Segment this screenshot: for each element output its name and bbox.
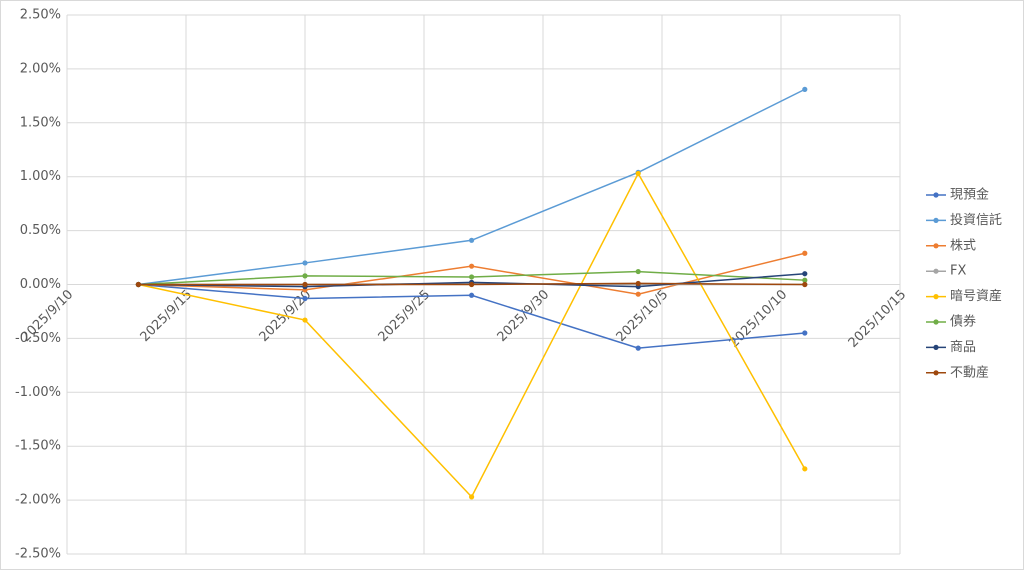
point	[802, 277, 808, 283]
point	[635, 291, 641, 297]
y-tick-label: 1.50%	[20, 115, 61, 130]
y-tick-label: -1.50%	[15, 439, 61, 454]
point	[302, 260, 308, 266]
point	[302, 317, 308, 323]
point	[802, 271, 808, 277]
y-tick-label: -2.50%	[15, 547, 61, 562]
y-tick-label: -1.00%	[15, 385, 61, 400]
point	[302, 295, 308, 302]
legend-label: 商品	[950, 340, 976, 355]
legend-label: 現預金	[950, 187, 989, 203]
point	[135, 281, 141, 288]
legend-label: 不動産	[950, 364, 989, 380]
point	[802, 250, 808, 256]
point	[469, 292, 475, 298]
point	[469, 281, 475, 288]
legend-marker	[933, 294, 939, 300]
legend-marker	[933, 268, 939, 274]
y-tick-label: 2.00%	[20, 61, 61, 76]
point	[635, 268, 641, 275]
y-tick-label: 1.00%	[20, 169, 61, 184]
y-tick-label: 0.00%	[20, 277, 61, 292]
y-tick-label: 0.50%	[20, 223, 61, 238]
point	[302, 273, 308, 279]
point	[635, 280, 641, 287]
point	[302, 281, 308, 288]
point	[635, 170, 641, 177]
point	[635, 345, 641, 351]
point	[802, 330, 808, 336]
legend-label: 株式	[950, 238, 976, 253]
point	[802, 281, 808, 288]
point	[802, 86, 808, 92]
legend-label: FX	[950, 264, 966, 279]
legend-label: 投資信託	[950, 212, 1002, 228]
point	[802, 466, 808, 472]
legend-marker	[933, 370, 939, 376]
y-tick-label: -2.00%	[15, 493, 61, 508]
point	[469, 237, 475, 243]
legend-marker	[933, 319, 939, 325]
legend-marker	[933, 217, 939, 223]
point	[469, 263, 475, 269]
point	[469, 494, 475, 500]
legend-label: 債券	[950, 314, 976, 330]
legend-marker	[933, 192, 939, 198]
point	[469, 274, 475, 280]
y-tick-label: -0.50%	[15, 331, 61, 346]
legend-label: 暗号資産	[950, 288, 1002, 304]
y-tick-label: 2.50%	[20, 8, 61, 23]
legend-marker	[933, 243, 939, 249]
legend-marker	[933, 344, 939, 350]
